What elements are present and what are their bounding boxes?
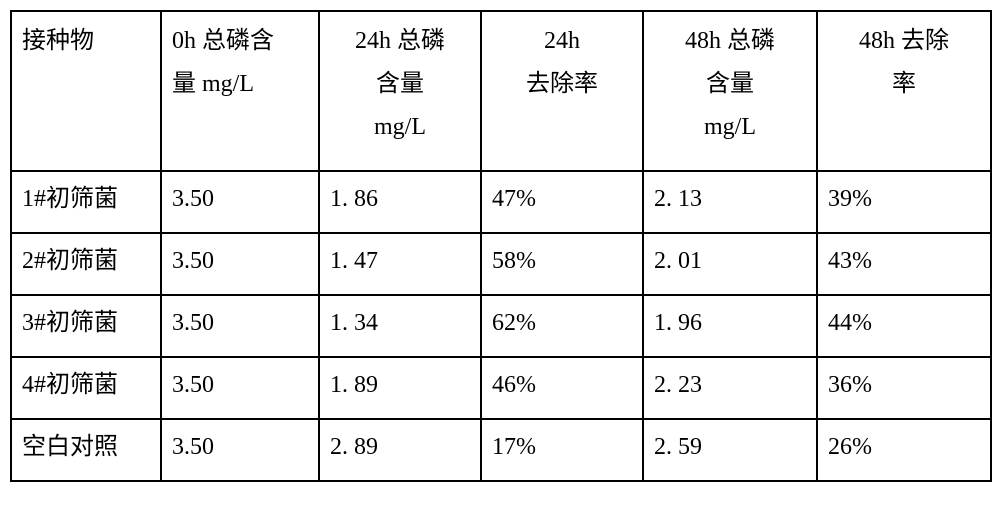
header-text: 48h 总磷 <box>654 20 806 63</box>
header-text: 量 mg/L <box>172 63 308 106</box>
header-text: mg/L <box>330 106 470 149</box>
table-row: 空白对照 3.50 2. 89 17% 2. 59 26% <box>11 419 991 481</box>
cell-inoculum: 空白对照 <box>11 419 161 481</box>
cell-inoculum: 2#初筛菌 <box>11 233 161 295</box>
cell-r-24h: 17% <box>481 419 643 481</box>
header-text: 去除率 <box>492 63 632 106</box>
cell-inoculum: 4#初筛菌 <box>11 357 161 419</box>
header-text: 率 <box>828 63 980 106</box>
cell-p-0h: 3.50 <box>161 171 319 233</box>
cell-p-0h: 3.50 <box>161 233 319 295</box>
cell-r-24h: 46% <box>481 357 643 419</box>
cell-p-24h: 1. 47 <box>319 233 481 295</box>
header-p-24h: 24h 总磷 含量 mg/L <box>319 11 481 171</box>
cell-r-48h: 44% <box>817 295 991 357</box>
cell-p-48h: 2. 13 <box>643 171 817 233</box>
header-text: mg/L <box>654 106 806 149</box>
header-text: 含量 <box>330 63 470 106</box>
table-row: 2#初筛菌 3.50 1. 47 58% 2. 01 43% <box>11 233 991 295</box>
cell-p-0h: 3.50 <box>161 295 319 357</box>
header-text: 0h 总磷含 <box>172 20 308 63</box>
table-header-row: 接种物 0h 总磷含 量 mg/L 24h 总磷 含量 mg/L 24h 去除率… <box>11 11 991 171</box>
cell-p-48h: 1. 96 <box>643 295 817 357</box>
cell-r-24h: 47% <box>481 171 643 233</box>
header-inoculum: 接种物 <box>11 11 161 171</box>
cell-p-24h: 2. 89 <box>319 419 481 481</box>
header-text: 24h <box>492 20 632 63</box>
cell-p-24h: 1. 34 <box>319 295 481 357</box>
cell-inoculum: 3#初筛菌 <box>11 295 161 357</box>
cell-r-24h: 58% <box>481 233 643 295</box>
header-r-48h: 48h 去除 率 <box>817 11 991 171</box>
cell-r-48h: 36% <box>817 357 991 419</box>
cell-r-48h: 39% <box>817 171 991 233</box>
header-text: 24h 总磷 <box>330 20 470 63</box>
header-r-24h: 24h 去除率 <box>481 11 643 171</box>
cell-p-0h: 3.50 <box>161 419 319 481</box>
table-row: 4#初筛菌 3.50 1. 89 46% 2. 23 36% <box>11 357 991 419</box>
cell-p-0h: 3.50 <box>161 357 319 419</box>
header-text: 接种物 <box>22 20 150 63</box>
table-row: 3#初筛菌 3.50 1. 34 62% 1. 96 44% <box>11 295 991 357</box>
cell-p-48h: 2. 23 <box>643 357 817 419</box>
cell-p-48h: 2. 01 <box>643 233 817 295</box>
header-p-0h: 0h 总磷含 量 mg/L <box>161 11 319 171</box>
header-p-48h: 48h 总磷 含量 mg/L <box>643 11 817 171</box>
data-table: 接种物 0h 总磷含 量 mg/L 24h 总磷 含量 mg/L 24h 去除率… <box>10 10 992 482</box>
cell-inoculum: 1#初筛菌 <box>11 171 161 233</box>
cell-r-48h: 43% <box>817 233 991 295</box>
cell-r-48h: 26% <box>817 419 991 481</box>
header-text: 含量 <box>654 63 806 106</box>
cell-p-48h: 2. 59 <box>643 419 817 481</box>
table-row: 1#初筛菌 3.50 1. 86 47% 2. 13 39% <box>11 171 991 233</box>
cell-p-24h: 1. 89 <box>319 357 481 419</box>
cell-p-24h: 1. 86 <box>319 171 481 233</box>
header-text: 48h 去除 <box>828 20 980 63</box>
cell-r-24h: 62% <box>481 295 643 357</box>
